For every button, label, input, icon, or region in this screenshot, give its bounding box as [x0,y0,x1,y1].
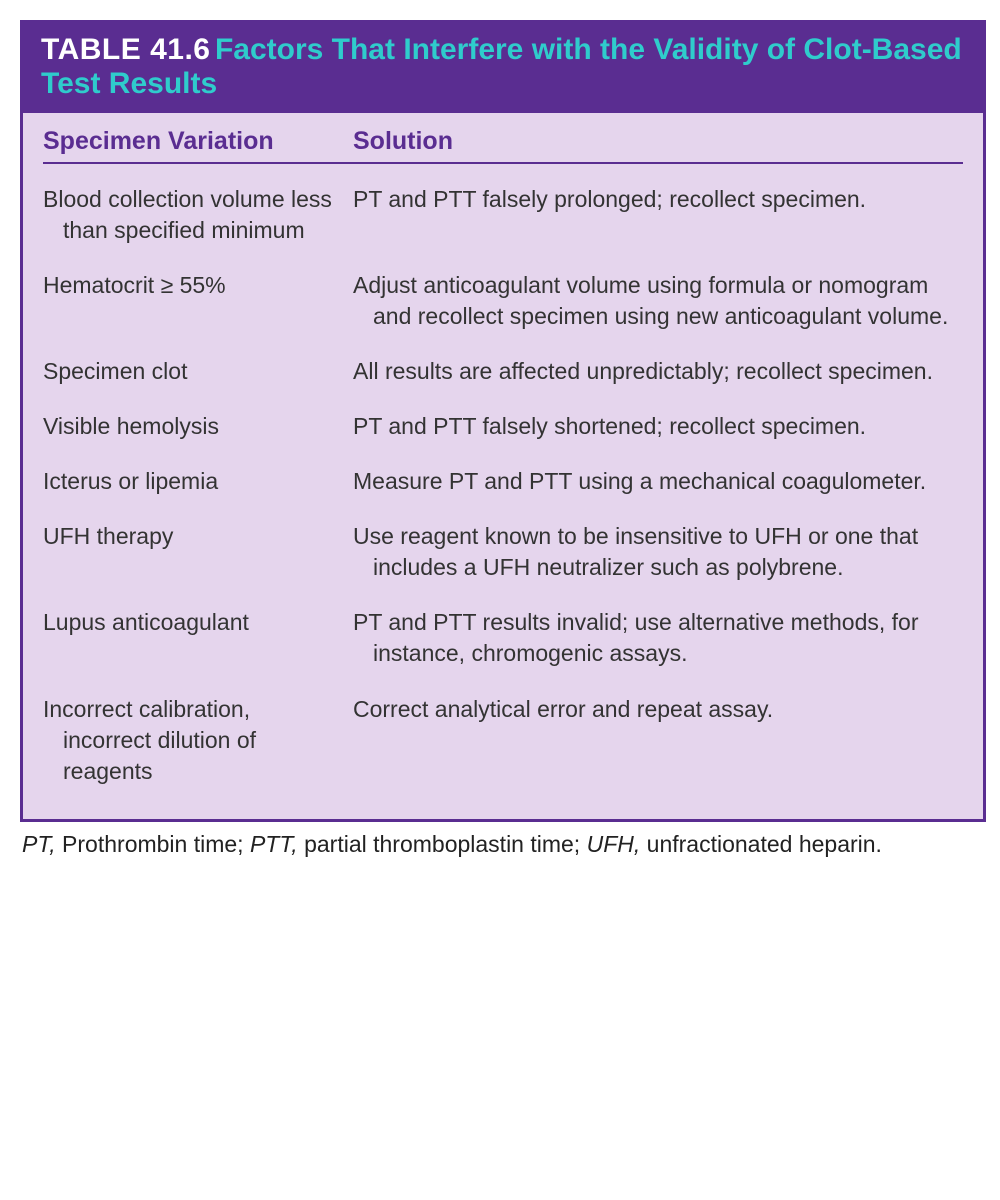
footnote-def-ufh: unfractionated heparin. [640,831,882,857]
table-footnote: PT, Prothrombin time; PTT, partial throm… [20,822,984,860]
cell-solution: PT and PTT results invalid; use alternat… [353,607,963,669]
table-row: Hematocrit ≥ 55% Adjust anticoagulant vo… [43,260,963,346]
table-number: TABLE 41.6 [41,33,211,66]
table-row: Specimen clot All results are affected u… [43,346,963,401]
table-row: UFH therapy Use reagent known to be inse… [43,511,963,597]
table-row: Incorrect calibration, incorrect dilutio… [43,684,963,801]
footnote-abbr-pt: PT, [22,831,56,857]
column-header-row: Specimen Variation Solution [43,127,963,164]
cell-variation: Incorrect calibration, incorrect dilutio… [43,694,353,787]
cell-variation: UFH therapy [43,521,353,583]
column-header-variation: Specimen Variation [43,127,353,156]
footnote-def-ptt: partial thromboplastin time; [298,831,587,857]
cell-variation: Blood collection volume less than specif… [43,184,353,246]
table-row: Lupus anticoagulant PT and PTT results i… [43,597,963,683]
cell-solution: PT and PTT falsely prolonged; recollect … [353,184,963,246]
table-body: Specimen Variation Solution Blood collec… [23,113,983,819]
cell-solution: Correct analytical error and repeat assa… [353,694,963,787]
cell-solution: Adjust anticoagulant volume using formul… [353,270,963,332]
footnote-def-pt: Prothrombin time; [56,831,250,857]
footnote-abbr-ptt: PTT, [250,831,298,857]
column-header-solution: Solution [353,127,963,156]
cell-variation: Icterus or lipemia [43,466,353,497]
cell-variation: Hematocrit ≥ 55% [43,270,353,332]
cell-variation: Lupus anticoagulant [43,607,353,669]
table-container: TABLE 41.6 Factors That Interfere with t… [20,20,986,822]
table-row: Blood collection volume less than specif… [43,174,963,260]
table-row: Visible hemolysis PT and PTT falsely sho… [43,401,963,456]
cell-solution: All results are affected unpredictably; … [353,356,963,387]
table-row: Icterus or lipemia Measure PT and PTT us… [43,456,963,511]
cell-solution: PT and PTT falsely shortened; recollect … [353,411,963,442]
cell-solution: Measure PT and PTT using a mechanical co… [353,466,963,497]
table-header: TABLE 41.6 Factors That Interfere with t… [23,23,983,113]
cell-solution: Use reagent known to be insensitive to U… [353,521,963,583]
footnote-abbr-ufh: UFH, [587,831,641,857]
cell-variation: Specimen clot [43,356,353,387]
cell-variation: Visible hemolysis [43,411,353,442]
